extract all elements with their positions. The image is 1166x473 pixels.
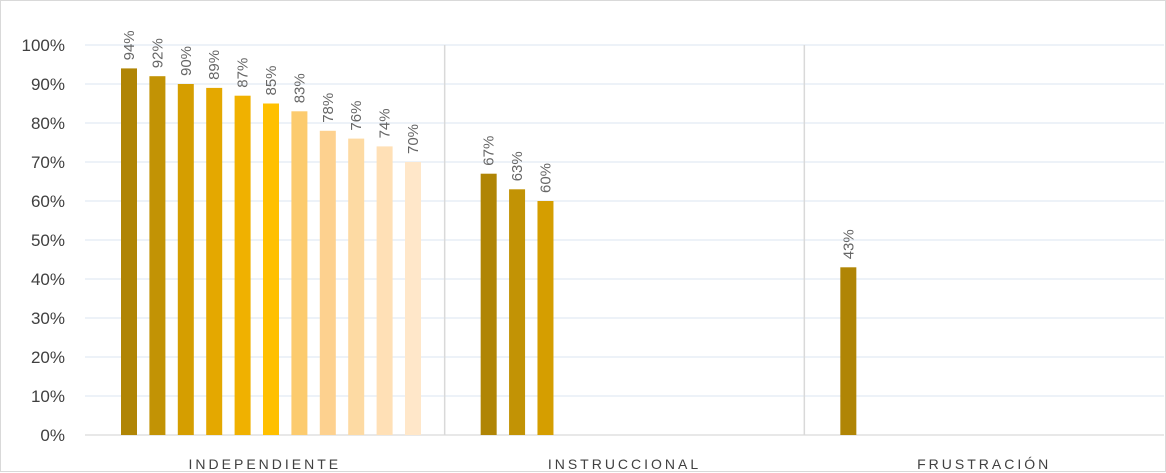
data-label: 70%: [405, 124, 422, 154]
category-label: INDEPENDIENTE: [189, 456, 342, 472]
bars: [121, 68, 857, 436]
bar: [319, 130, 336, 436]
data-label: 90%: [178, 46, 195, 76]
y-tick-label: 90%: [31, 75, 65, 94]
bar: [348, 138, 365, 435]
y-tick-label: 80%: [31, 114, 65, 133]
data-label: 92%: [149, 38, 166, 68]
bar: [509, 189, 526, 435]
x-axis-categories: INDEPENDIENTE INSTRUCCIONAL FRUSTRACIÓN: [189, 456, 1051, 472]
y-tick-label: 60%: [31, 192, 65, 211]
bar: [263, 103, 279, 435]
data-label: 67%: [481, 136, 498, 166]
data-label: 43%: [840, 229, 857, 259]
data-label: 94%: [121, 30, 138, 60]
bar: [206, 87, 223, 436]
bar: [177, 84, 194, 435]
data-label: 78%: [320, 93, 337, 123]
y-axis: 0% 10% 20% 30% 40% 50% 60% 70% 80% 90% 100%: [22, 36, 65, 445]
bar: [840, 267, 857, 435]
bar: [376, 146, 393, 435]
data-label: 89%: [206, 50, 223, 80]
y-tick-label: 50%: [31, 231, 65, 250]
bar: [291, 111, 308, 436]
data-label: 83%: [291, 73, 308, 103]
bar: [405, 162, 421, 435]
y-tick-label: 0%: [40, 426, 65, 445]
bar: [537, 201, 554, 435]
bar: [121, 68, 137, 436]
data-label: 63%: [509, 151, 526, 181]
data-label: 87%: [235, 58, 252, 88]
y-tick-label: 20%: [31, 348, 65, 367]
bar: [234, 95, 251, 435]
data-label: 85%: [263, 65, 280, 95]
category-label: FRUSTRACIÓN: [917, 456, 1051, 472]
y-tick-label: 10%: [31, 387, 65, 406]
data-label: 60%: [537, 163, 554, 193]
category-label: INSTRUCCIONAL: [548, 456, 701, 472]
y-tick-label: 70%: [31, 153, 65, 172]
y-tick-label: 30%: [31, 309, 65, 328]
data-label: 76%: [348, 101, 365, 131]
y-tick-label: 100%: [22, 36, 65, 55]
y-tick-label: 40%: [31, 270, 65, 289]
bar: [149, 76, 166, 435]
data-label: 74%: [377, 108, 394, 138]
data-labels: 94% 92% 90% 89% 87% 85% 83% 78% 76% 74% 70% 67% 63% 6…: [121, 30, 857, 259]
bar: [480, 173, 497, 435]
